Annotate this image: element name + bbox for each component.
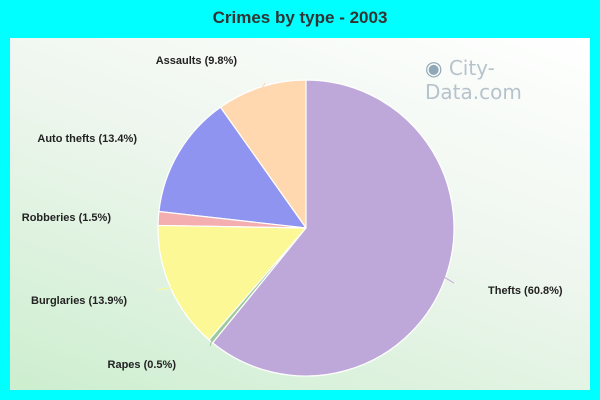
slice-label-rapes: Rapes (0.5%) xyxy=(108,359,177,371)
slice-label-robberies: Robberies (1.5%) xyxy=(22,212,112,224)
chart-title: Crimes by type - 2003 xyxy=(212,8,388,27)
watermark-icon: ◉ xyxy=(425,56,443,80)
pie-slice-auto-thefts xyxy=(158,106,308,229)
slice-label-auto-thefts: Auto thefts (13.4%) xyxy=(37,133,137,145)
chart-panel: Assaults (9.8%) Auto thefts (13.4%) Robber… xyxy=(10,38,590,390)
pie-chart: Assaults (9.8%) Auto thefts (13.4%) Robber… xyxy=(22,55,563,377)
pie-slice-assaults xyxy=(219,79,307,230)
slice-label-burglaries: Burglaries (13.9%) xyxy=(31,295,127,307)
leader-line-assaults xyxy=(261,82,266,90)
leader-line-burglaries xyxy=(156,287,173,291)
watermark-text: City-Data.com xyxy=(425,56,522,104)
slice-label-assaults: Assaults (9.8%) xyxy=(156,55,238,67)
leader-line-thefts xyxy=(443,276,455,284)
slice-label-thefts: Thefts (60.8%) xyxy=(488,285,563,297)
watermark: ◉ City-Data.com xyxy=(425,56,590,104)
leader-line-rapes xyxy=(209,339,213,347)
